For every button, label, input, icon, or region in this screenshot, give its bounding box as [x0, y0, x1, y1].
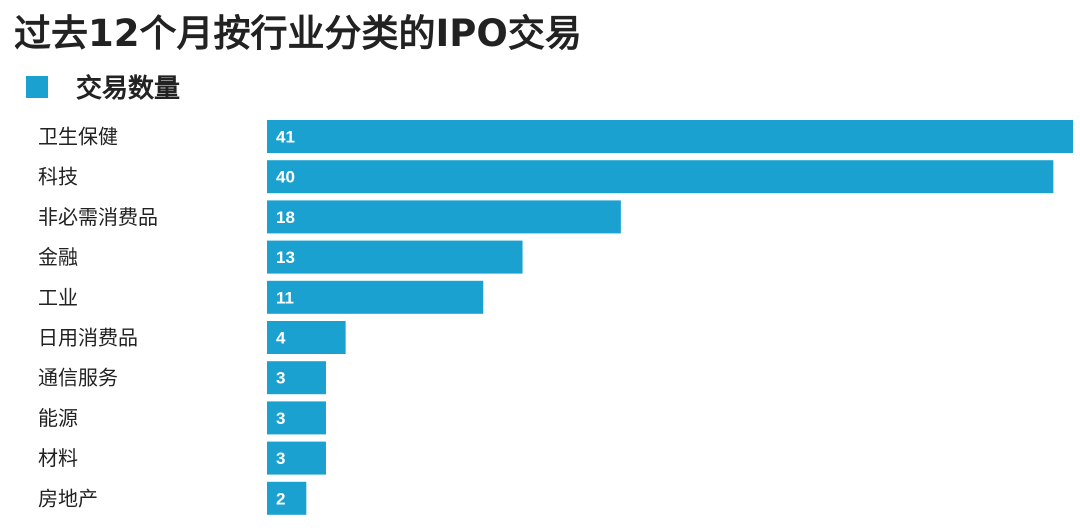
bar-value-label: 3 — [276, 369, 285, 388]
bars-group: 卫生保健 41 科技 40 非必需消费品 18 金融 13 工业 11 日用消费品 4 通信服务 3 能源 3… — [38, 120, 1073, 515]
bar-value-label: 4 — [276, 329, 286, 348]
category-label: 能源 — [38, 406, 78, 430]
bar-value-label: 2 — [276, 489, 285, 508]
bar — [267, 441, 326, 475]
bar-value-label: 40 — [276, 168, 295, 187]
legend-label: 交易数量 — [76, 73, 180, 104]
bar — [267, 280, 484, 314]
bar-value-label: 11 — [276, 288, 294, 307]
category-label: 金融 — [38, 245, 78, 269]
bar — [267, 481, 307, 515]
legend-swatch — [26, 76, 48, 98]
category-label: 科技 — [38, 165, 78, 189]
category-label: 非必需消费品 — [38, 205, 158, 229]
bar-value-label: 3 — [276, 449, 285, 468]
category-label: 日用消费品 — [38, 326, 138, 350]
category-label: 房地产 — [38, 486, 98, 510]
bar — [267, 361, 326, 395]
category-label: 通信服务 — [38, 366, 118, 390]
category-label: 材料 — [38, 446, 78, 470]
chart-title: 过去12个月按行业分类的IPO交易 — [14, 12, 582, 55]
category-label: 工业 — [38, 285, 78, 309]
bar — [267, 321, 346, 354]
bar-value-label: 18 — [276, 208, 295, 227]
bar — [267, 120, 1073, 153]
bar — [267, 401, 326, 435]
bar — [267, 160, 1054, 194]
bar-value-label: 41 — [276, 128, 295, 147]
bar-value-label: 3 — [276, 409, 285, 428]
category-label: 卫生保健 — [38, 125, 118, 149]
bar-value-label: 13 — [276, 248, 295, 267]
bar — [267, 200, 621, 234]
bar — [267, 240, 523, 274]
